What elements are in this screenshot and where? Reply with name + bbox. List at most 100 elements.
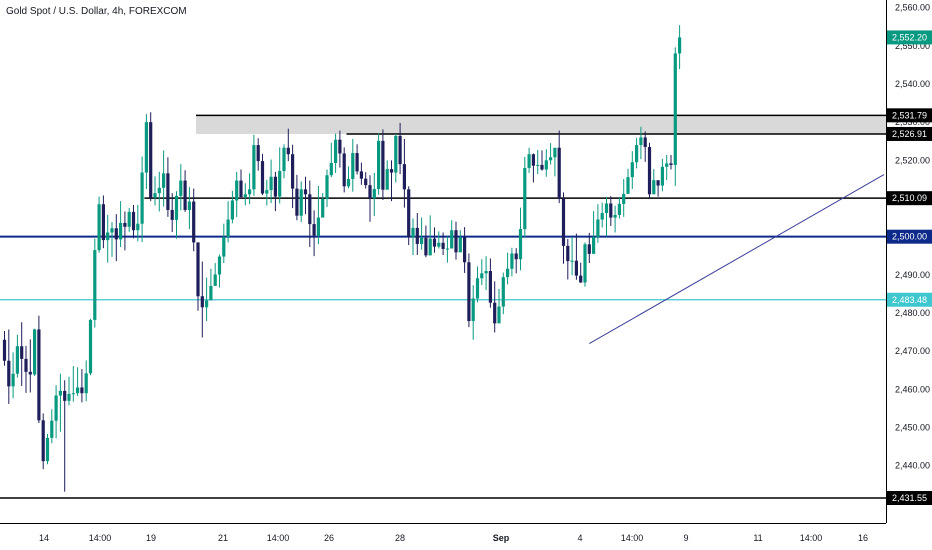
price-tick-label: 2,550.00	[895, 41, 930, 51]
candle-down	[574, 233, 578, 280]
candle-up	[110, 222, 114, 257]
candle-body	[458, 237, 462, 253]
candle-down	[557, 130, 561, 204]
candle-down	[114, 214, 118, 262]
candle-body	[282, 147, 286, 172]
candle-down	[295, 174, 299, 221]
candle-down	[359, 162, 363, 185]
candle-body	[235, 180, 239, 201]
candle-body	[222, 237, 226, 257]
candle-up	[600, 202, 604, 228]
candle-body	[450, 230, 454, 249]
candle-body	[334, 139, 338, 164]
candle-body	[471, 298, 475, 322]
candle-down	[338, 130, 342, 168]
candle-up	[458, 230, 462, 253]
candle-down	[291, 144, 295, 209]
candle-body	[153, 193, 157, 198]
candle-body	[269, 176, 273, 191]
candle-body	[273, 176, 277, 197]
candle-body	[592, 237, 596, 254]
candle-down	[561, 192, 566, 264]
candle-body	[308, 194, 312, 225]
candle-body	[295, 188, 299, 216]
candle-body	[364, 178, 368, 186]
candle-body	[630, 162, 634, 178]
candle-body	[157, 187, 161, 194]
candle-down	[643, 131, 647, 162]
candle-down	[514, 248, 518, 274]
candle-body	[144, 122, 148, 173]
candle-body	[527, 154, 531, 168]
candle-up	[385, 160, 389, 190]
candle-body	[174, 195, 179, 220]
candle-body	[217, 256, 222, 275]
price-tick-label: 2,460.00	[895, 384, 930, 394]
candle-body	[493, 302, 497, 324]
price-tag-bg	[887, 191, 932, 206]
candle-up	[106, 214, 110, 263]
candle-body	[428, 238, 432, 256]
candle-body	[669, 163, 673, 165]
candle-body	[518, 229, 523, 260]
candle-up	[157, 171, 161, 212]
candle-body	[596, 219, 600, 238]
candle-body	[15, 346, 19, 374]
candle-down	[364, 172, 368, 189]
candle-up	[420, 217, 424, 250]
candle-body	[265, 190, 269, 194]
candle-up	[527, 147, 531, 173]
candle-up	[187, 187, 191, 230]
candle-body	[338, 139, 342, 154]
candle-up	[518, 207, 523, 271]
candle-up	[596, 204, 600, 243]
candle-up	[652, 169, 656, 195]
price-tag-label: 2,510.09	[892, 193, 927, 203]
candle-body	[480, 273, 484, 279]
candle-body	[291, 154, 295, 189]
candle-up	[622, 179, 626, 217]
candle-body	[45, 437, 50, 462]
candle-body	[351, 153, 355, 180]
candle-up	[243, 183, 247, 206]
candle-up	[235, 171, 239, 218]
candle-up	[372, 172, 376, 217]
candle-down	[398, 122, 402, 175]
candle-body	[570, 260, 574, 262]
candle-down	[493, 281, 497, 333]
candle-down	[656, 180, 660, 197]
candle-down	[669, 154, 673, 170]
candle-body	[325, 175, 329, 199]
candle-up	[179, 164, 183, 211]
candle-body	[441, 242, 445, 249]
chart-title: Gold Spot / U.S. Dollar, 4h, FOREXCOM	[6, 6, 187, 17]
candle-up	[299, 181, 303, 223]
candle-up	[523, 156, 527, 238]
candle-body	[587, 244, 591, 254]
candle-body	[656, 180, 660, 186]
candle-body	[299, 189, 303, 216]
price-tag-label: 2,500.00	[892, 232, 927, 242]
candle-down	[432, 227, 437, 253]
candle-body	[260, 161, 265, 194]
candle-down	[24, 345, 28, 393]
candle-body	[579, 275, 583, 283]
candle-up	[471, 285, 475, 340]
price-tick-label: 2,480.00	[895, 308, 930, 318]
candle-up	[153, 176, 157, 206]
candle-down	[20, 322, 24, 386]
candle-body	[119, 222, 123, 240]
price-tick-label: 2,450.00	[895, 423, 930, 433]
candle-up	[282, 144, 286, 179]
candle-body	[609, 203, 613, 218]
candle-down	[41, 413, 45, 470]
candle-body	[179, 180, 183, 196]
candle-up	[480, 259, 484, 286]
candle-up	[213, 263, 217, 286]
candle-down	[256, 138, 260, 171]
candle-down	[389, 160, 394, 202]
candle-body	[20, 346, 24, 359]
candle-body	[445, 248, 449, 250]
candle-body	[54, 395, 58, 421]
candle-body	[58, 390, 62, 396]
